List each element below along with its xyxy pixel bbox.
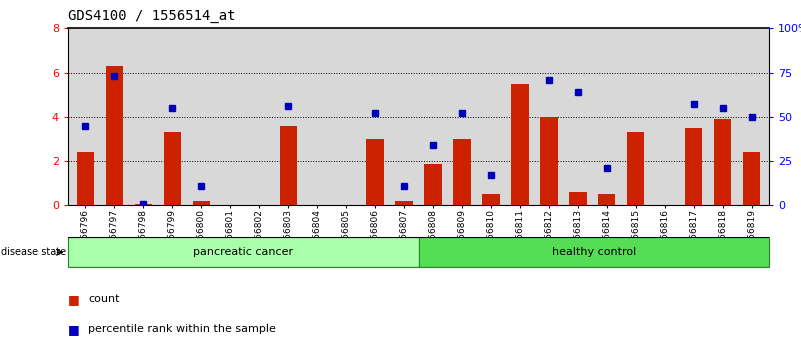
Bar: [453, 139, 471, 205]
Text: count: count: [88, 294, 119, 304]
Bar: [627, 132, 645, 205]
Bar: [511, 84, 529, 205]
Text: ■: ■: [68, 293, 80, 306]
Text: pancreatic cancer: pancreatic cancer: [193, 247, 293, 257]
Text: healthy control: healthy control: [552, 247, 636, 257]
Bar: [482, 194, 500, 205]
Bar: [598, 194, 615, 205]
Bar: [685, 128, 702, 205]
Bar: [77, 152, 95, 205]
Bar: [68, 237, 418, 267]
Bar: [106, 66, 123, 205]
Bar: [366, 139, 384, 205]
Text: GDS4100 / 1556514_at: GDS4100 / 1556514_at: [68, 9, 235, 23]
Text: percentile rank within the sample: percentile rank within the sample: [88, 324, 276, 334]
Bar: [280, 126, 297, 205]
Bar: [192, 201, 210, 205]
Bar: [425, 164, 441, 205]
Bar: [540, 117, 557, 205]
Text: disease state: disease state: [1, 247, 66, 257]
Bar: [163, 132, 181, 205]
Bar: [743, 152, 760, 205]
Bar: [714, 119, 731, 205]
Bar: [570, 192, 586, 205]
Bar: [396, 201, 413, 205]
Bar: [418, 237, 769, 267]
Bar: [135, 204, 152, 205]
Text: ■: ■: [68, 323, 80, 336]
